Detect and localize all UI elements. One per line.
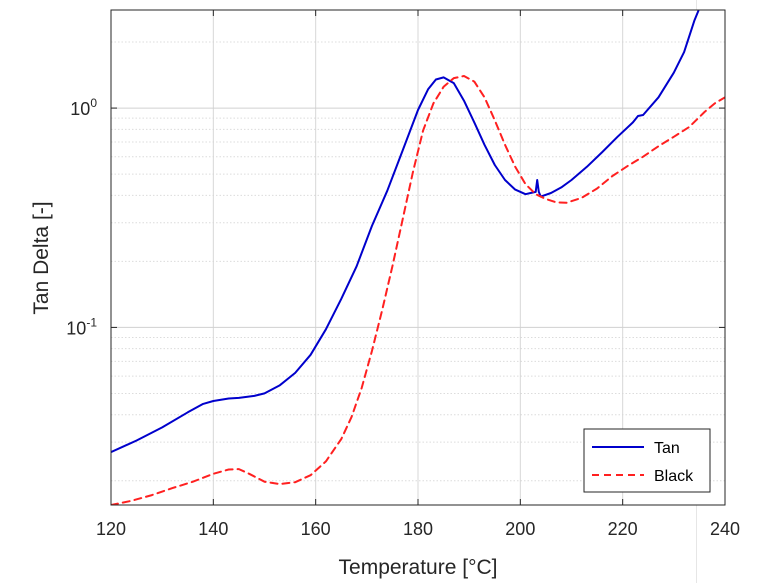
y-tick-labels: 100 10-1 bbox=[66, 96, 97, 338]
x-axis-label: Temperature [°C] bbox=[339, 556, 498, 579]
legend-label-tan: Tan bbox=[654, 440, 680, 457]
x-tick-label: 220 bbox=[608, 519, 638, 539]
y-tick-label: 10-1 bbox=[66, 315, 97, 338]
series-layer bbox=[111, 10, 725, 505]
x-tick-label: 180 bbox=[403, 519, 433, 539]
x-tick-label: 200 bbox=[505, 519, 535, 539]
legend: Tan Black bbox=[583, 428, 711, 493]
x-tick-label: 240 bbox=[710, 519, 740, 539]
x-tick-label: 160 bbox=[301, 519, 331, 539]
y-tick-label: 100 bbox=[70, 96, 97, 119]
y-axis-label: Tan Delta [-] bbox=[30, 201, 53, 314]
x-tick-labels: 120 140 160 180 200 220 240 bbox=[96, 519, 740, 539]
legend-box bbox=[583, 428, 711, 493]
axis-ticks bbox=[110, 10, 726, 505]
series-line-black bbox=[111, 75, 725, 505]
x-tick-label: 140 bbox=[198, 519, 228, 539]
x-tick-label: 120 bbox=[96, 519, 126, 539]
legend-label-black: Black bbox=[654, 468, 694, 485]
series-line-tan bbox=[111, 10, 700, 454]
